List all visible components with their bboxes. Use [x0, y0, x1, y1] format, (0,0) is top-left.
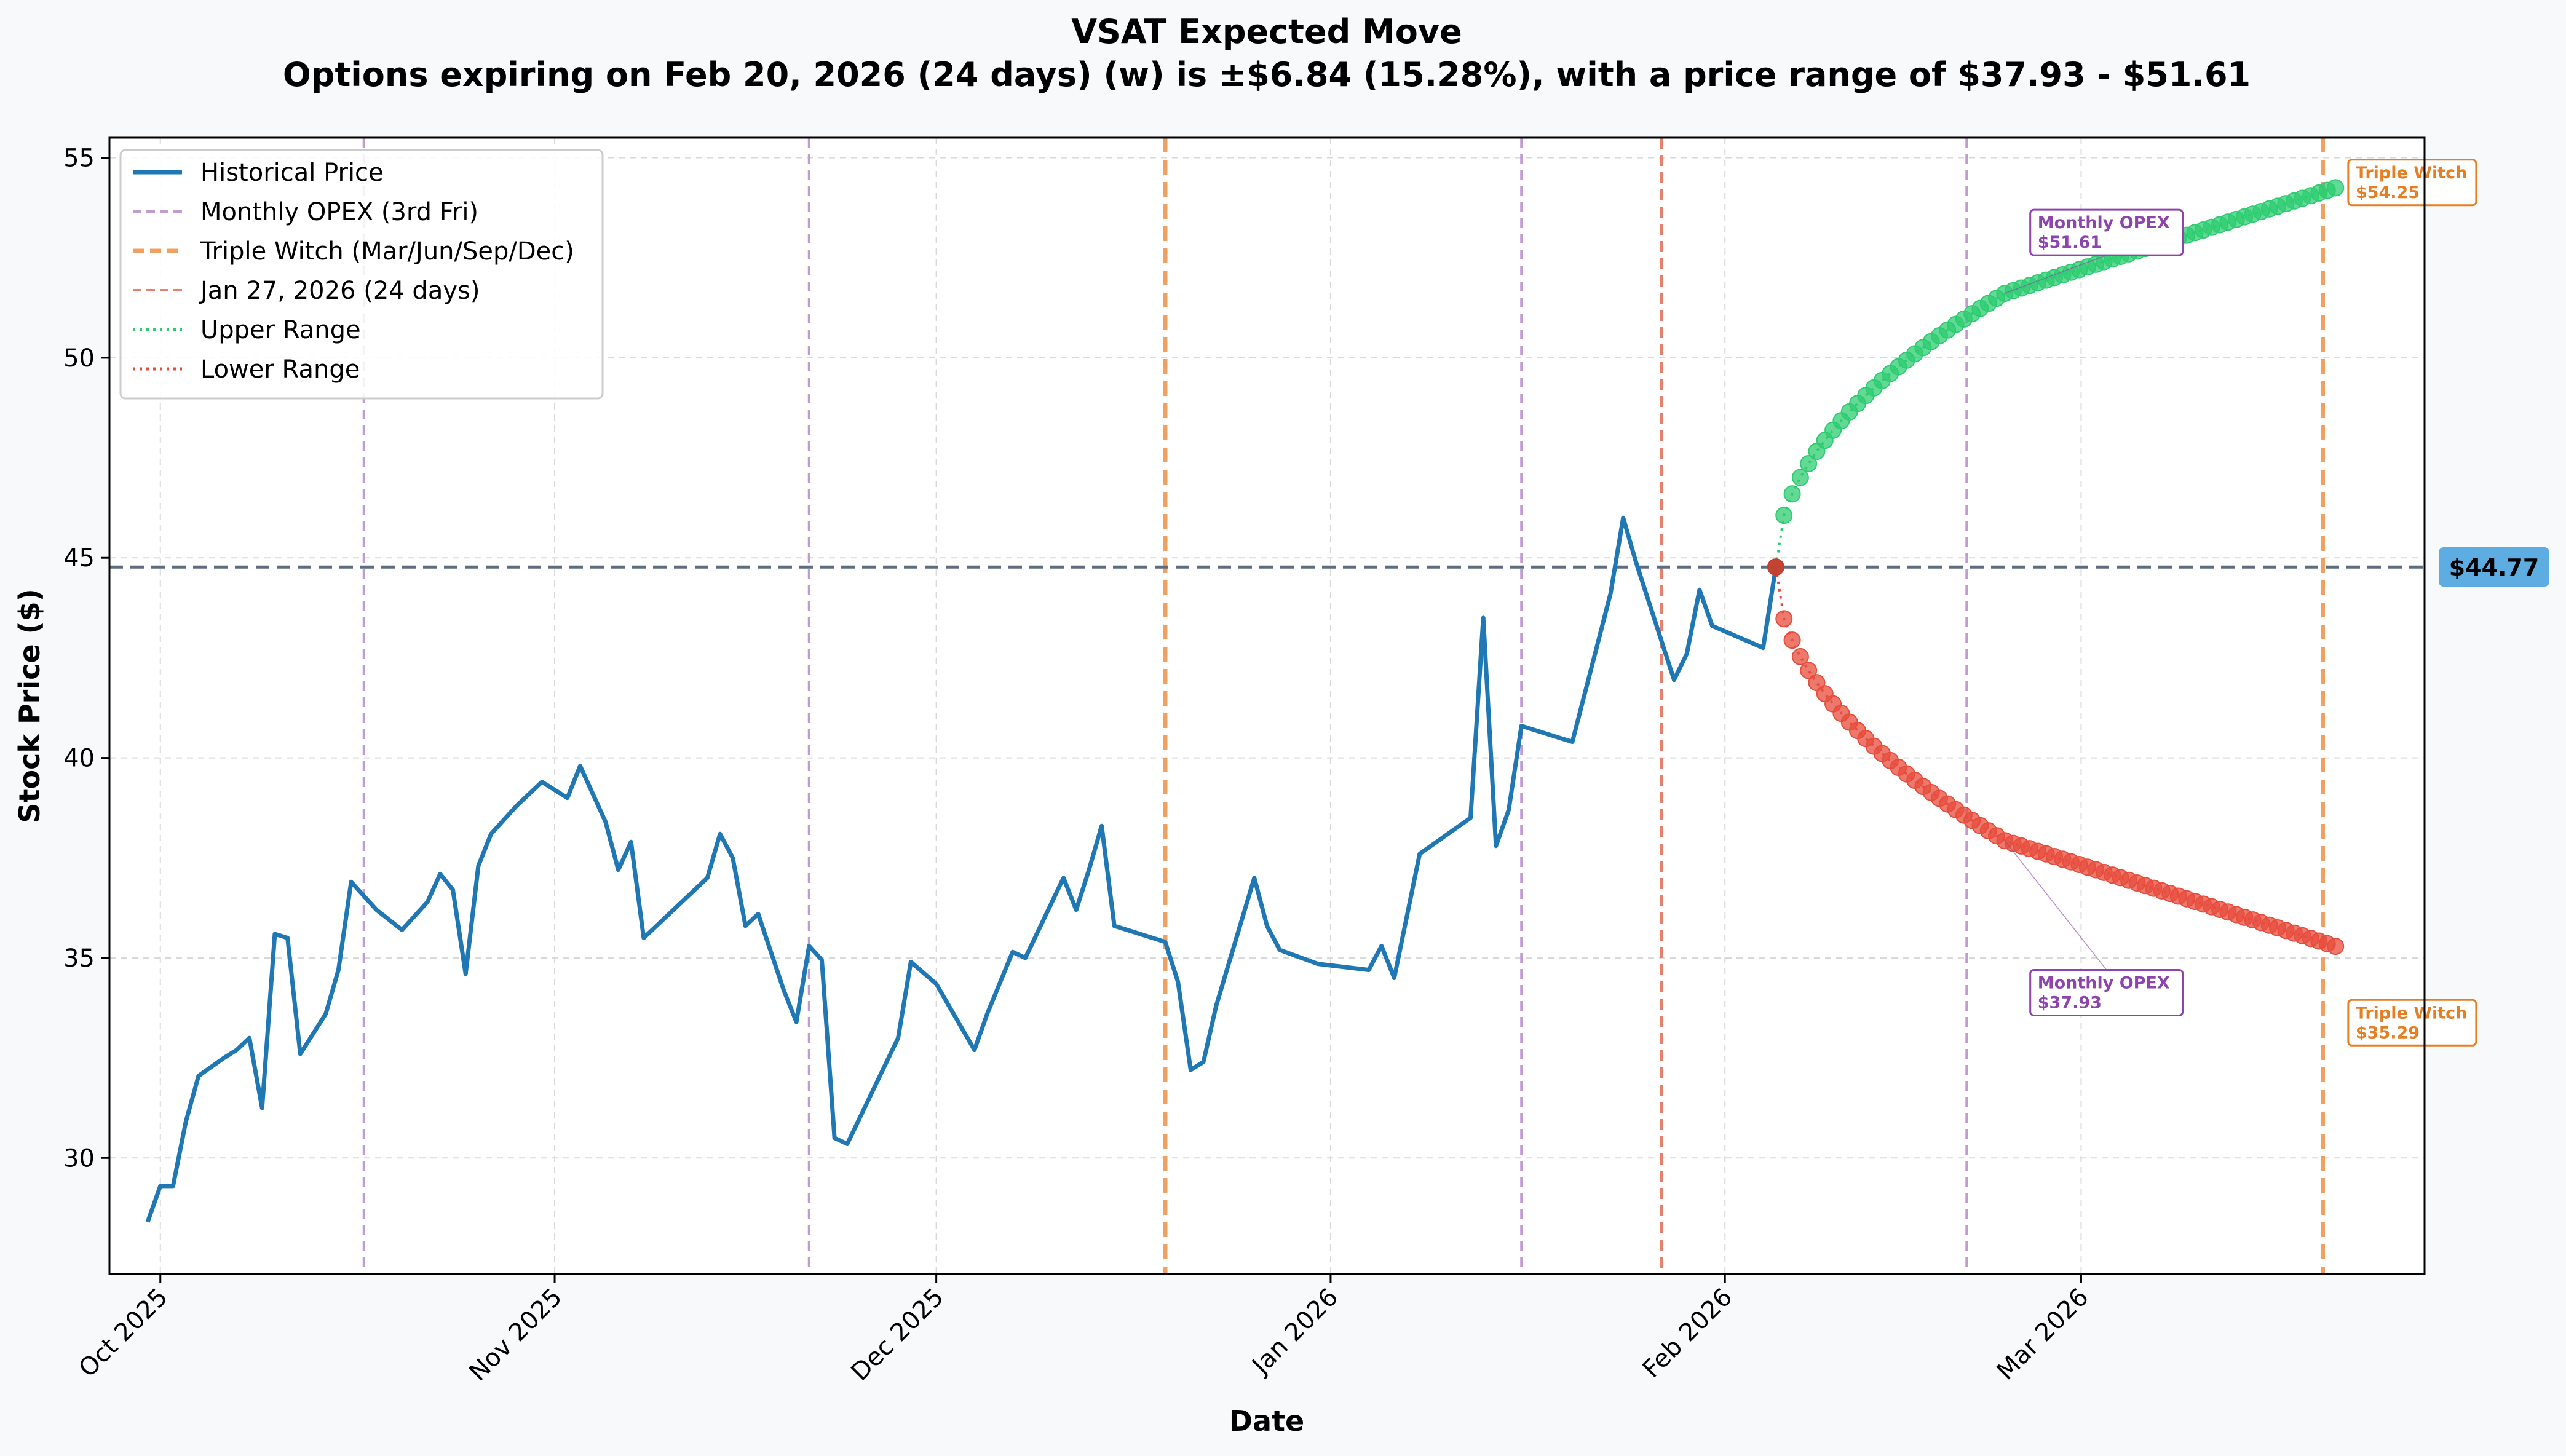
x-tick-label: Oct 2025 — [73, 1283, 173, 1383]
upper-range-point — [1800, 454, 1818, 472]
upper-range-point — [1775, 507, 1793, 524]
upper-range-series — [1767, 179, 2345, 576]
legend-label: Triple Witch (Mar/Jun/Sep/Dec) — [200, 237, 574, 266]
legend-label: Monthly OPEX (3rd Fri) — [200, 198, 478, 226]
legend-box — [119, 149, 604, 400]
y-axis-ticks: 30 35 40 45 50 55 — [63, 144, 109, 1173]
x-tick-label: Jan 2026 — [1246, 1283, 1344, 1381]
upper-range-point — [2327, 179, 2345, 197]
upper-range-point — [1791, 469, 1809, 486]
chart-subtitle: Options expiring on Feb 20, 2026 (24 day… — [283, 55, 2251, 94]
legend-label: Upper Range — [200, 316, 361, 344]
historical-price-line — [145, 515, 1778, 1223]
lower-range-point — [2327, 938, 2345, 956]
annotation-value: $51.61 — [2038, 233, 2102, 252]
annotation-box — [2029, 208, 2184, 256]
annotation-box — [2347, 999, 2477, 1046]
legend: Historical Price Monthly OPEX (3rd Fri) Tr… — [119, 149, 604, 400]
current-price-badge-bg — [2439, 547, 2549, 587]
current-price-badge: $44.77 — [2439, 547, 2549, 587]
lower-range-point — [1791, 647, 1809, 665]
annotation-title: Triple Witch — [2356, 164, 2468, 183]
annotation-box — [2029, 968, 2184, 1016]
y-tick-label: 35 — [63, 944, 95, 973]
annotation-title: Monthly OPEX — [2038, 973, 2170, 992]
annotation-pointer — [2004, 840, 2107, 970]
legend-label: Jan 27, 2026 (24 days) — [199, 277, 480, 305]
y-axis-label: Stock Price ($) — [13, 588, 46, 823]
legend-label: Historical Price — [200, 159, 384, 187]
chart-title: VSAT Expected Move — [1071, 12, 1462, 51]
annotation-value: $54.25 — [2356, 183, 2420, 202]
y-tick-label: 40 — [63, 745, 95, 773]
event-lines — [362, 138, 2326, 1274]
x-axis-ticks: Oct 2025 Nov 2025 Dec 2025 Jan 2026 Feb 2026… — [73, 1274, 2094, 1387]
annotation-box — [2347, 159, 2477, 207]
y-tick-label: 50 — [63, 344, 95, 373]
current-price-badge-text: $44.77 — [2449, 554, 2540, 581]
x-tick-label: Feb 2026 — [1637, 1283, 1738, 1384]
y-tick-label: 55 — [63, 144, 95, 173]
current-price-point — [1767, 558, 1784, 576]
y-tick-label: 45 — [63, 544, 95, 572]
legend-label: Lower Range — [200, 355, 360, 384]
y-tick-label: 30 — [63, 1144, 95, 1173]
x-axis-label: Date — [1229, 1404, 1304, 1438]
x-tick-label: Mar 2026 — [1992, 1283, 2094, 1386]
annotation-pointer — [2005, 255, 2107, 294]
annotation-title: Triple Witch — [2356, 1003, 2468, 1023]
annotation-value: $37.93 — [2038, 993, 2102, 1012]
annotation-title: Monthly OPEX — [2038, 213, 2170, 232]
x-tick-label: Nov 2025 — [464, 1283, 568, 1387]
annotation-value: $35.29 — [2356, 1023, 2420, 1042]
lower-range-point — [1783, 631, 1801, 649]
plot-frame — [108, 136, 2426, 1275]
x-tick-label: Dec 2025 — [845, 1283, 949, 1387]
upper-range-point — [1783, 485, 1801, 503]
grid — [109, 138, 2425, 1274]
lower-range-point — [1775, 610, 1793, 628]
historical-price-series — [145, 515, 1778, 1223]
lower-range-point — [1800, 662, 1818, 679]
lower-range-series — [1767, 558, 2345, 956]
